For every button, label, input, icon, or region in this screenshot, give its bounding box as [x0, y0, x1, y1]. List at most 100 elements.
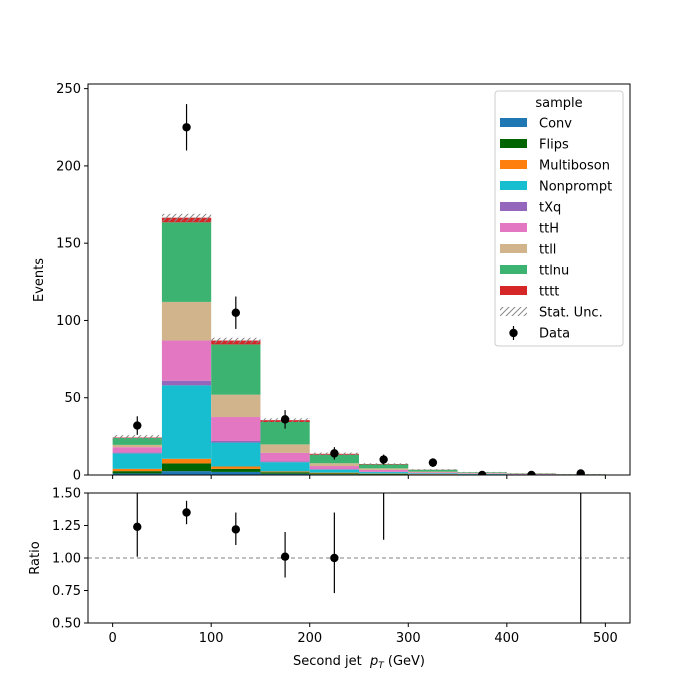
stat-unc-band-bin-2: [211, 337, 261, 344]
legend-swatch-multiboson: [500, 160, 527, 169]
ratio-point-1: [182, 508, 191, 517]
bar-tth-bin-6: [408, 472, 458, 474]
data-point-1: [182, 123, 191, 132]
bar-ttlnu-bin-6: [408, 469, 458, 472]
data-point-0: [133, 421, 142, 430]
bar-nonprompt-bin-6: [408, 473, 458, 475]
bar-conv-bin-0: [112, 473, 162, 475]
data-point-4: [330, 449, 339, 458]
data-point-5: [379, 455, 388, 464]
bar-conv-bin-1: [161, 471, 212, 475]
legend-label-nonprompt: Nonprompt: [539, 180, 612, 195]
legend-swatch-conv: [500, 118, 527, 127]
legend-swatch-tth: [500, 223, 527, 232]
bar-multiboson-bin-0: [112, 468, 162, 472]
bar-ttll-bin-1: [161, 301, 212, 341]
bar-txq-bin-0: [112, 452, 162, 454]
legend-swatch-nonprompt: [500, 181, 527, 190]
legend-swatch-stat-unc: [500, 307, 527, 316]
x-axis-label-suffix: (GeV): [384, 654, 425, 669]
data-point-8: [527, 470, 536, 475]
bar-nonprompt-bin-1: [161, 385, 212, 459]
legend-label-txq: tXq: [539, 201, 561, 216]
x-tick-label: 200: [297, 631, 322, 646]
legend-items: Conv Flips Multiboson Nonprompt tXq ttH ttll tt…: [500, 117, 612, 342]
bar-flips-bin-2: [211, 468, 261, 472]
main-y-tick-label: 50: [64, 391, 81, 406]
bar-conv-bin-3: [260, 473, 310, 475]
bar-nonprompt-bin-4: [309, 469, 359, 473]
x-axis-label: Second jet pT (GeV): [293, 654, 425, 671]
ratio-point-3: [280, 552, 290, 561]
x-tick-label: 300: [396, 631, 421, 646]
main-y-tick-label: 250: [56, 82, 81, 97]
ratio-y-tick-label: 1.50: [52, 487, 81, 502]
data-point-3: [280, 415, 290, 424]
bar-multiboson-bin-2: [211, 466, 261, 469]
legend-swatch-tttt: [500, 286, 527, 295]
legend-label-tth: ttH: [539, 222, 559, 237]
bar-txq-bin-1: [161, 380, 212, 386]
bar-nonprompt-bin-0: [112, 453, 162, 469]
data-points: [133, 104, 585, 475]
main-y-axis-label: Events: [32, 258, 47, 302]
x-axis-label-sub: T: [378, 661, 385, 671]
x-tick-label: 100: [199, 631, 224, 646]
bar-txq-bin-2: [211, 441, 261, 443]
ratio-point-0: [133, 522, 142, 531]
legend-swatch-flips: [500, 139, 527, 148]
bar-nonprompt-bin-5: [359, 472, 409, 474]
bar-multiboson-bin-1: [161, 458, 212, 464]
main-y-tick-label: 0: [73, 469, 81, 484]
legend-label-multiboson: Multiboson: [539, 159, 610, 174]
x-axis-label-prefix: Second jet: [293, 654, 370, 669]
bar-tth-bin-0: [112, 447, 162, 453]
stat-unc-band-bin-0: [112, 435, 162, 440]
ratio-plot: 0.50 0.75 1.00 1.25 1.50 0 100 200 300 400 500 Ra…: [28, 487, 631, 671]
bar-ttll-bin-4: [309, 463, 359, 467]
bar-tth-bin-3: [260, 452, 310, 462]
stat-unc-band-bin-1: [161, 213, 212, 222]
bar-flips-bin-1: [161, 463, 212, 472]
x-tick-label: 400: [494, 631, 519, 646]
legend-label-stat-unc: Stat. Unc.: [539, 306, 603, 321]
bar-nonprompt-bin-2: [211, 442, 261, 467]
ratio-y-tick-label: 1.25: [52, 519, 81, 534]
legend-swatch-txq: [500, 202, 527, 211]
legend-label-ttlnu: ttlnu: [539, 264, 569, 279]
x-tick-label: 0: [108, 631, 116, 646]
bar-nonprompt-bin-3: [260, 462, 310, 472]
main-y-ticks: 0 50 100 150 200 250: [56, 82, 88, 484]
bar-multiboson-bin-3: [260, 471, 310, 473]
bar-ttlnu-bin-3: [260, 421, 310, 445]
main-plot-frame: [87, 83, 631, 476]
legend-swatch-ttlnu: [500, 265, 527, 274]
bar-ttlnu-bin-1: [161, 222, 212, 302]
bar-tth-bin-1: [161, 340, 212, 381]
bar-tth-bin-4: [309, 466, 359, 470]
x-tick-label: 500: [593, 631, 618, 646]
main-plot: 0 50 100 150 200 250 Events sample Conv Flips M…: [32, 82, 631, 484]
legend: sample Conv Flips Multiboson Nonprompt tXq tt…: [494, 90, 624, 347]
bar-ttlnu-bin-2: [211, 344, 261, 395]
legend-label-flips: Flips: [539, 138, 569, 153]
bar-conv-bin-2: [211, 471, 261, 475]
legend-label-tttt: tttt: [539, 285, 559, 300]
ratio-y-tick-label: 0.50: [52, 617, 81, 632]
main-x-ticks: [112, 475, 606, 479]
bar-ttll-bin-0: [112, 444, 162, 448]
ratio-x-ticks: 0 100 200 300 400 500: [108, 623, 618, 646]
bar-txq-bin-3: [260, 461, 310, 463]
ratio-point-4: [330, 553, 339, 563]
bar-ttll-bin-5: [359, 468, 409, 470]
bar-flips-bin-4: [309, 473, 359, 475]
legend-data-marker: [509, 328, 518, 338]
bar-tth-bin-2: [211, 417, 261, 441]
bar-ttll-bin-2: [211, 394, 261, 418]
main-y-tick-label: 200: [56, 159, 81, 174]
bar-ttll-bin-6: [408, 471, 458, 473]
legend-label-conv: Conv: [539, 117, 572, 132]
data-point-6: [428, 458, 438, 467]
legend-title: sample: [535, 96, 582, 111]
